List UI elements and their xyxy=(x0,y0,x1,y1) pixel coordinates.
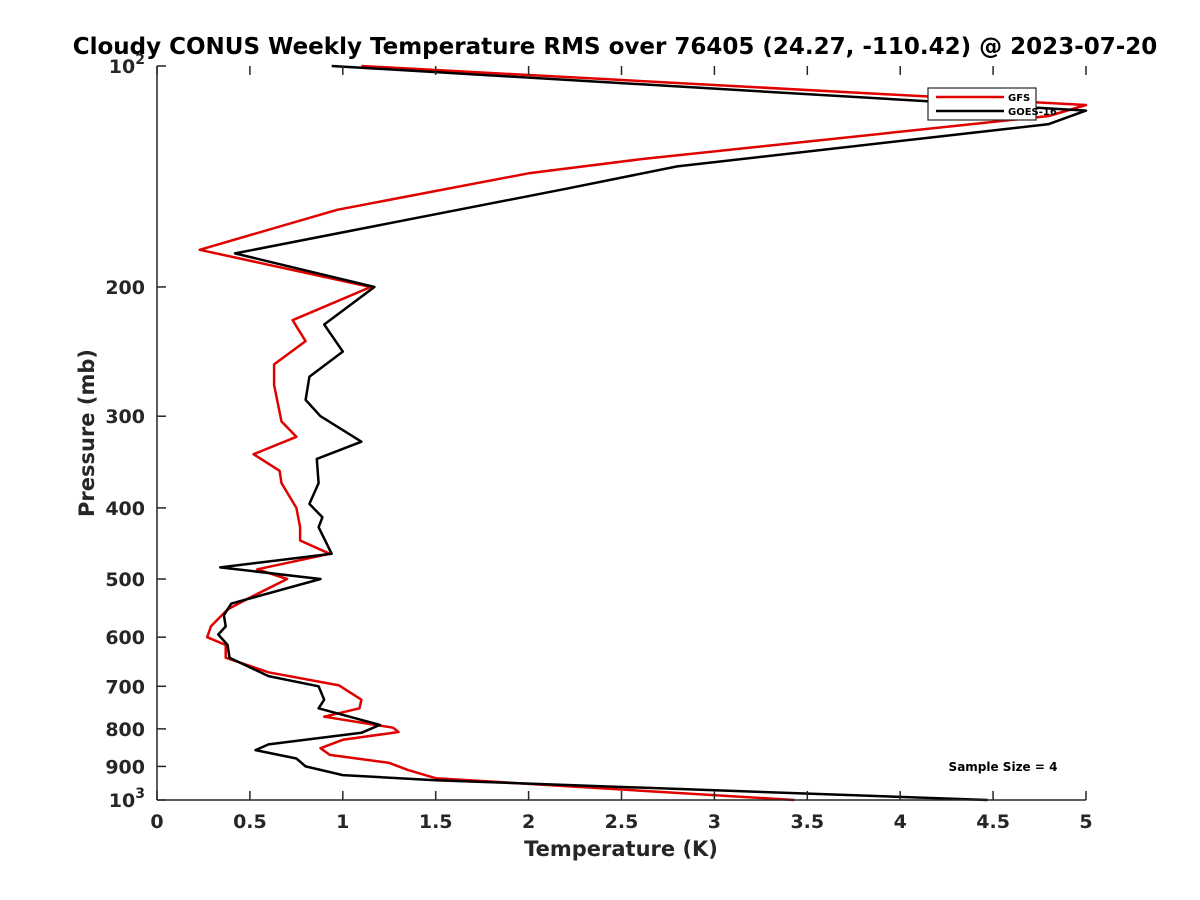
x-tick-label: 3 xyxy=(708,811,721,833)
x-ticks: 0 0.5 1 1.5 2 2.5 3 3.5 4 4.5 5 xyxy=(150,66,1093,833)
x-tick-label: 0.5 xyxy=(233,811,267,833)
x-tick-label: 1 xyxy=(336,811,349,833)
legend: GFS GOES-16 xyxy=(927,87,1057,121)
chart-title: Cloudy CONUS Weekly Temperature RMS over… xyxy=(73,34,1158,60)
x-tick-label: 1.5 xyxy=(419,811,453,833)
y-tick-label: 900 xyxy=(105,756,145,778)
series-line-gfs xyxy=(198,64,1088,802)
y-tick-label: 800 xyxy=(105,719,145,741)
plot-axes xyxy=(156,66,1086,801)
y-tick-label: 200 xyxy=(105,277,145,299)
x-tick-label: 2.5 xyxy=(605,811,639,833)
y-axis-label: Pressure (mb) xyxy=(75,349,99,517)
x-tick-label: 4.5 xyxy=(976,811,1010,833)
series-line-goes16 xyxy=(217,64,1088,802)
x-axis-label: Temperature (K) xyxy=(524,837,718,861)
y-tick-label: 600 xyxy=(105,627,145,649)
y-tick-label: 102 xyxy=(109,52,145,78)
y-ticks: 102 200 300 400 500 600 700 800 900 103 xyxy=(105,52,166,812)
series-layer xyxy=(198,64,1088,802)
legend-label-gfs: GFS xyxy=(1008,93,1030,104)
legend-box xyxy=(927,87,1037,121)
y-tick-label: 103 xyxy=(109,786,145,812)
x-tick-label: 5 xyxy=(1079,811,1092,833)
y-tick-label: 300 xyxy=(105,406,145,428)
x-tick-label: 3.5 xyxy=(790,811,824,833)
y-tick-label: 500 xyxy=(105,569,145,591)
x-tick-label: 0 xyxy=(150,811,163,833)
legend-label-goes16: GOES-16 xyxy=(1008,107,1057,118)
y-tick-label: 700 xyxy=(105,676,145,698)
y-tick-label: 400 xyxy=(105,498,145,520)
x-tick-label: 4 xyxy=(894,811,907,833)
sample-size-annotation: Sample Size = 4 xyxy=(949,760,1058,774)
x-tick-label: 2 xyxy=(522,811,535,833)
